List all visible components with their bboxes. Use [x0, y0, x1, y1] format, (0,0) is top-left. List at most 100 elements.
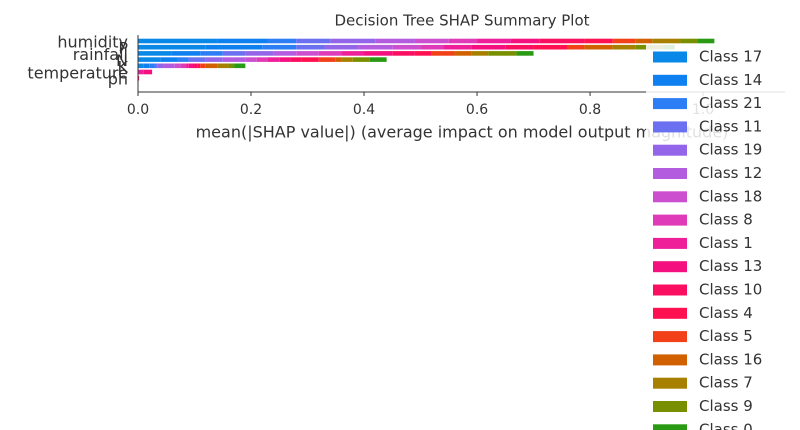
- bar-segment: [335, 57, 342, 62]
- legend-swatch: [653, 237, 687, 249]
- x-tick-label: 0.6: [466, 102, 488, 118]
- bar-segment: [443, 44, 472, 50]
- legend-swatch: [653, 377, 687, 389]
- bar-segment: [186, 63, 189, 69]
- bar-segment: [510, 38, 540, 44]
- bar-segment: [245, 57, 257, 62]
- bar-segment: [228, 63, 235, 69]
- bar-segment: [324, 44, 359, 50]
- bar-segment: [414, 51, 432, 56]
- bar-segment: [584, 38, 613, 44]
- bar-segment: [448, 38, 478, 44]
- y-tick-label: ph: [108, 70, 128, 89]
- legend-label: Class 0: [699, 420, 753, 430]
- x-axis-label: mean(|SHAP value|) (average impact on mo…: [196, 123, 729, 142]
- legend-swatch: [653, 168, 687, 179]
- bar-segment: [188, 63, 195, 69]
- bar-segment: [330, 38, 376, 44]
- bar-segment: [194, 63, 198, 69]
- bar-segment: [222, 57, 246, 62]
- y-tick-label: P: [118, 39, 128, 58]
- bar-segment: [290, 57, 302, 62]
- bar-segment: [262, 44, 297, 50]
- legend-label: Class 14: [699, 71, 762, 89]
- bar-segment: [471, 44, 506, 50]
- bar-segment: [533, 44, 568, 50]
- bar-segment: [256, 57, 268, 62]
- bar-segment: [177, 57, 189, 62]
- legend-swatch: [653, 354, 687, 366]
- legend-swatch: [653, 261, 687, 273]
- legend-label: Class 16: [699, 350, 762, 368]
- y-tick-label: rainfall: [73, 45, 128, 64]
- bar-segment: [149, 63, 155, 69]
- legend-label: Class 8: [699, 211, 753, 229]
- legend-swatch: [653, 214, 687, 226]
- bar-segment: [364, 51, 393, 56]
- bar-segment: [188, 57, 206, 62]
- bar-segment: [375, 38, 415, 44]
- bar-segment: [138, 75, 140, 81]
- legend-label: Class 21: [699, 94, 762, 112]
- bar-segment: [154, 63, 158, 69]
- bar-segment: [205, 44, 263, 50]
- y-tick-label: N: [116, 51, 128, 70]
- legend-label: Class 13: [699, 257, 762, 275]
- bar-segment: [138, 51, 172, 56]
- bar-segment: [612, 44, 636, 50]
- bar-segment: [200, 63, 206, 69]
- bar-segment: [516, 51, 534, 56]
- bar-segment: [205, 63, 218, 69]
- bar-segment: [138, 63, 144, 69]
- legend-swatch: [653, 51, 687, 63]
- bar-segment: [680, 38, 698, 44]
- legend-label: Class 11: [699, 117, 762, 135]
- bar-segment: [197, 63, 201, 69]
- bar-segment: [477, 38, 511, 44]
- legend-swatch: [653, 331, 687, 343]
- bar-segment: [296, 51, 319, 56]
- bar-segment: [414, 38, 449, 44]
- legend-swatch: [653, 144, 687, 156]
- bar-segment: [143, 69, 153, 75]
- bar-segment: [352, 57, 370, 62]
- legend-label: Class 17: [699, 48, 762, 66]
- legend-label: Class 1: [699, 234, 753, 252]
- legend-label: Class 18: [699, 187, 762, 205]
- bar-segment: [157, 63, 164, 69]
- bar-segment: [567, 44, 585, 50]
- legend-label: Class 9: [699, 397, 753, 415]
- bar-segment: [488, 51, 517, 56]
- legend-label: Class 10: [699, 281, 762, 299]
- bar-segment: [392, 51, 415, 56]
- legend-swatch: [653, 307, 687, 319]
- bar-segment: [612, 38, 636, 44]
- legend-swatch: [653, 121, 687, 133]
- bar-segment: [217, 63, 229, 69]
- bar-segment: [318, 57, 336, 62]
- bar-segment: [505, 44, 534, 50]
- bar-segment: [296, 38, 331, 44]
- bar-segment: [652, 38, 681, 44]
- legend-swatch: [653, 401, 687, 412]
- bar-segment: [138, 44, 206, 50]
- bar-segment: [160, 57, 178, 62]
- bar-segment: [138, 57, 161, 62]
- legend-swatch: [653, 98, 687, 110]
- bar-segment: [369, 57, 387, 62]
- bar-segment: [341, 51, 365, 56]
- bar-segment: [279, 57, 291, 62]
- bar-segment: [267, 57, 280, 62]
- bar-segment: [697, 38, 715, 44]
- bar-segment: [205, 57, 223, 62]
- bar-segment: [234, 63, 246, 69]
- bar-segment: [273, 51, 297, 56]
- bar-segment: [171, 51, 201, 56]
- bar-segment: [163, 63, 175, 69]
- bar-segment: [539, 38, 585, 44]
- bar-segment: [138, 38, 218, 44]
- y-tick-label: K: [118, 57, 129, 76]
- x-tick-label: 0.2: [240, 102, 262, 118]
- bar-segment: [471, 51, 489, 56]
